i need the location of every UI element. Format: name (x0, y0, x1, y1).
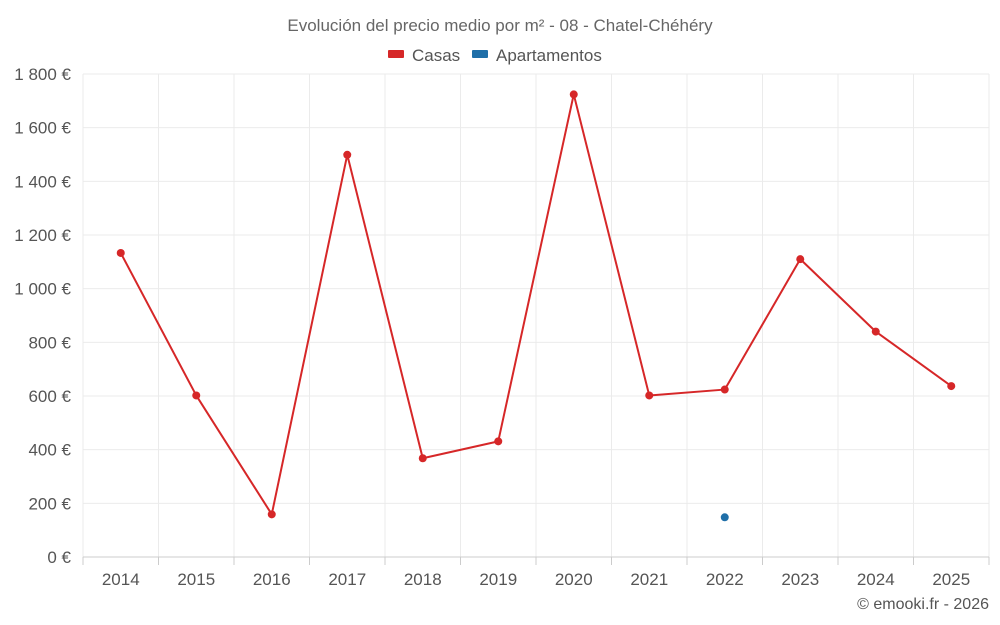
y-tick-label: 1 600 € (14, 119, 71, 138)
legend: Casas Apartamentos (388, 46, 602, 65)
data-point-casas-2021[interactable] (645, 391, 654, 400)
grid (82, 73, 990, 557)
y-tick-label: 1 000 € (14, 280, 71, 299)
axes: 0 € 200 € 400 € 600 € 800 € 1 000 € 1 200 € 1 4… (14, 65, 990, 589)
legend-item-apartamentos[interactable]: Apartamentos (472, 46, 602, 65)
x-tick-label: 2019 (479, 570, 517, 589)
data-point-casas-2022[interactable] (720, 385, 729, 394)
series-casas (116, 90, 956, 519)
x-tick-label: 2014 (102, 570, 140, 589)
data-point-casas-2019[interactable] (494, 437, 503, 446)
data-point-casas-2020[interactable] (569, 90, 578, 99)
legend-label-apartamentos: Apartamentos (496, 46, 602, 65)
data-point-casas-2025[interactable] (947, 382, 956, 391)
y-tick-label: 1 200 € (14, 226, 71, 245)
series-line-casas (119, 93, 952, 516)
x-tick-label: 2022 (706, 570, 744, 589)
data-point-casas-2014[interactable] (116, 248, 125, 257)
series-apartamentos (720, 513, 729, 522)
legend-item-casas[interactable]: Casas (388, 46, 460, 65)
x-tick-label: 2016 (253, 570, 291, 589)
data-point-casas-2018[interactable] (418, 454, 427, 463)
x-tick-label: 2017 (328, 570, 366, 589)
legend-swatch-casas (388, 50, 404, 58)
data-point-casas-2024[interactable] (871, 327, 880, 336)
y-tick-label: 600 € (28, 387, 71, 406)
data-point-apartamentos-2022[interactable] (720, 513, 729, 522)
y-tick-label: 200 € (28, 494, 71, 513)
y-tick-label: 400 € (28, 441, 71, 460)
legend-swatch-apartamentos (472, 50, 488, 58)
data-point-casas-2015[interactable] (192, 391, 201, 400)
data-point-casas-2023[interactable] (796, 255, 805, 264)
y-tick-label: 1 400 € (14, 172, 71, 191)
x-tick-label: 2025 (932, 570, 970, 589)
x-tick-label: 2018 (404, 570, 442, 589)
data-point-casas-2017[interactable] (343, 150, 352, 159)
x-tick-label: 2024 (857, 570, 895, 589)
y-tick-label: 800 € (28, 333, 71, 352)
x-tick-label: 2020 (555, 570, 593, 589)
data-point-casas-2016[interactable] (267, 510, 276, 519)
y-tick-label: 0 € (47, 548, 71, 567)
chart-title: Evolución del precio medio por m² - 08 -… (287, 16, 713, 35)
credit-text: © emooki.fr - 2026 (857, 596, 989, 613)
series-layer (116, 90, 956, 522)
legend-label-casas: Casas (412, 46, 460, 65)
x-tick-label: 2021 (630, 570, 668, 589)
y-tick-label: 1 800 € (14, 65, 71, 84)
x-tick-label: 2015 (177, 570, 215, 589)
x-tick-label: 2023 (781, 570, 819, 589)
